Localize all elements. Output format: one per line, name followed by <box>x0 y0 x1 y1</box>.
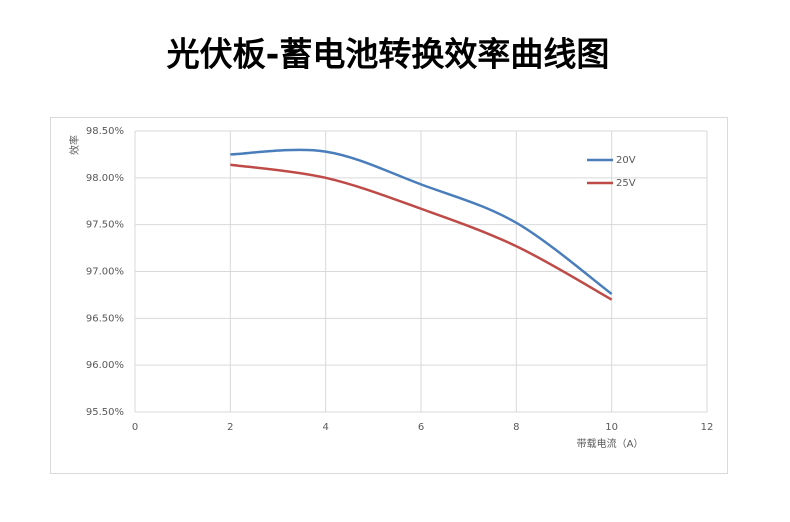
x-tick-label: 0 <box>132 422 138 433</box>
x-tick-label: 2 <box>227 422 233 433</box>
y-tick-label: 96.50% <box>86 313 124 324</box>
line-series <box>230 163 613 301</box>
y-tick-label: 98.00% <box>86 173 124 184</box>
x-tick-label: 4 <box>322 422 328 433</box>
x-tick-label: 6 <box>418 422 424 433</box>
line-series <box>230 148 613 295</box>
y-tick-label: 95.50% <box>86 407 124 418</box>
y-tick-label: 97.00% <box>86 267 124 278</box>
chart-frame <box>50 117 728 474</box>
y-axis-label: 效率 <box>68 135 81 155</box>
legend-label: 20V <box>616 155 636 166</box>
y-tick-label: 97.50% <box>86 220 124 231</box>
x-tick-label: 10 <box>605 422 618 433</box>
chart-title: 光伏板-蓄电池转换效率曲线图 <box>167 35 610 74</box>
x-tick-label: 12 <box>701 422 714 433</box>
legend-label: 25V <box>616 178 636 189</box>
x-axis-label: 带载电流（A） <box>577 437 644 450</box>
y-tick-label: 98.50% <box>86 126 124 137</box>
y-tick-label: 96.00% <box>86 360 124 371</box>
x-tick-label: 8 <box>513 422 519 433</box>
